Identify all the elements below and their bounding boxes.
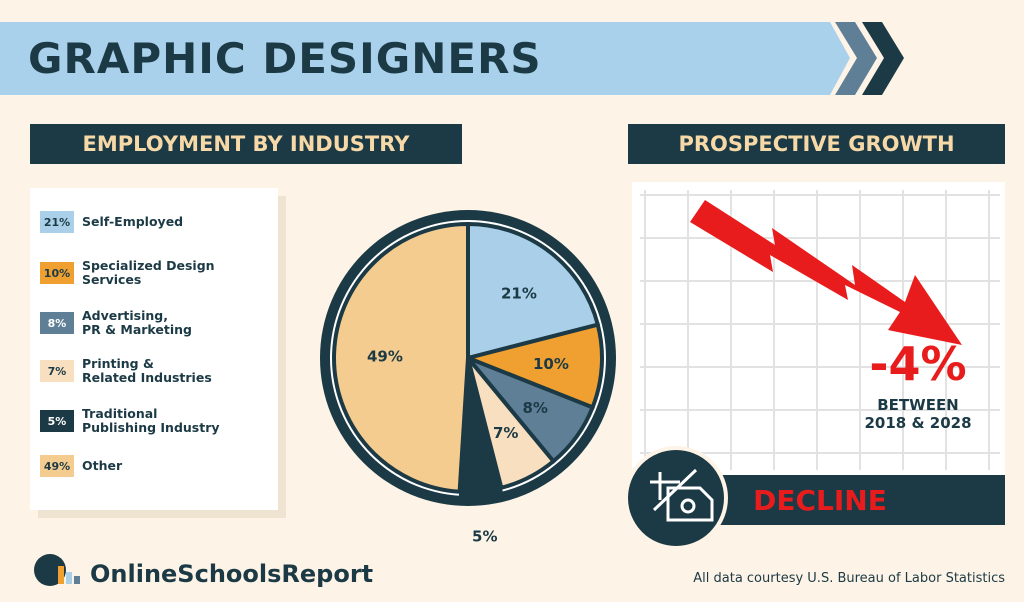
source: All data courtesy U.S. Bureau of Labor S… <box>693 571 1005 586</box>
pie-slice <box>458 367 505 504</box>
slice-label: 21% <box>501 284 537 302</box>
growth-value: -4% <box>869 337 966 391</box>
legend-chip: 10% <box>40 262 74 284</box>
legend-item: 7% Printing & Related Industries <box>40 357 212 385</box>
legend-label: Traditional Publishing Industry <box>82 406 220 435</box>
chevron <box>835 22 877 95</box>
decline-bar <box>690 475 1005 525</box>
slice-label: 49% <box>367 347 403 365</box>
logo <box>74 576 80 584</box>
pie-slice <box>466 221 601 361</box>
legend-chip: 21% <box>40 211 74 233</box>
slice-label: 8% <box>522 399 547 417</box>
slice-label: 7% <box>493 424 518 442</box>
design-icon <box>650 468 714 522</box>
section-header: EMPLOYMENT BY INDUSTRY <box>30 124 462 164</box>
logo <box>58 566 64 584</box>
decline-label: DECLINE <box>753 484 887 517</box>
legend-label: Other <box>82 458 123 473</box>
legend-label: Specialized Design Services <box>81 258 215 287</box>
icon-circle <box>624 446 728 550</box>
legend-chip: 8% <box>40 312 74 334</box>
legend-chip: 7% <box>40 360 74 382</box>
chevron <box>862 22 904 95</box>
legend-label: Printing & Related Industries <box>82 356 212 385</box>
section-header: PROSPECTIVE GROWTH <box>628 124 1005 164</box>
legend-item: 8% Advertising, PR & Marketing <box>40 309 192 337</box>
growth-period: 2018 & 2028 <box>864 414 971 432</box>
legend-label: Advertising, PR & Marketing <box>82 308 192 337</box>
title-banner <box>0 22 850 95</box>
legend-chip: 5% <box>40 410 74 432</box>
slice-label: 5% <box>472 527 497 545</box>
pie: 21% 10% 8%7% 5% 49% <box>331 221 604 545</box>
logo <box>66 572 72 584</box>
legend-item: 49% Other <box>40 455 122 477</box>
title: GRAPHIC DESIGNERS <box>28 34 542 83</box>
legend-item: 5% Traditional Publishing Industry <box>40 407 220 435</box>
legend-item: 10% Specialized Design Services <box>40 259 278 287</box>
pie-slice <box>331 221 470 494</box>
legend-item: 21% Self-Employed <box>40 211 183 233</box>
slice-label: 10% <box>533 355 569 373</box>
growth-period: BETWEEN <box>877 396 959 414</box>
legend: 21% Self-Employed 10% Specialized Design Se… <box>30 188 278 510</box>
decline-arrow <box>690 200 962 345</box>
legend-chip: 49% <box>40 455 74 477</box>
legend-label: Self-Employed <box>82 214 184 229</box>
brand: OnlineSchoolsReport <box>90 560 373 588</box>
